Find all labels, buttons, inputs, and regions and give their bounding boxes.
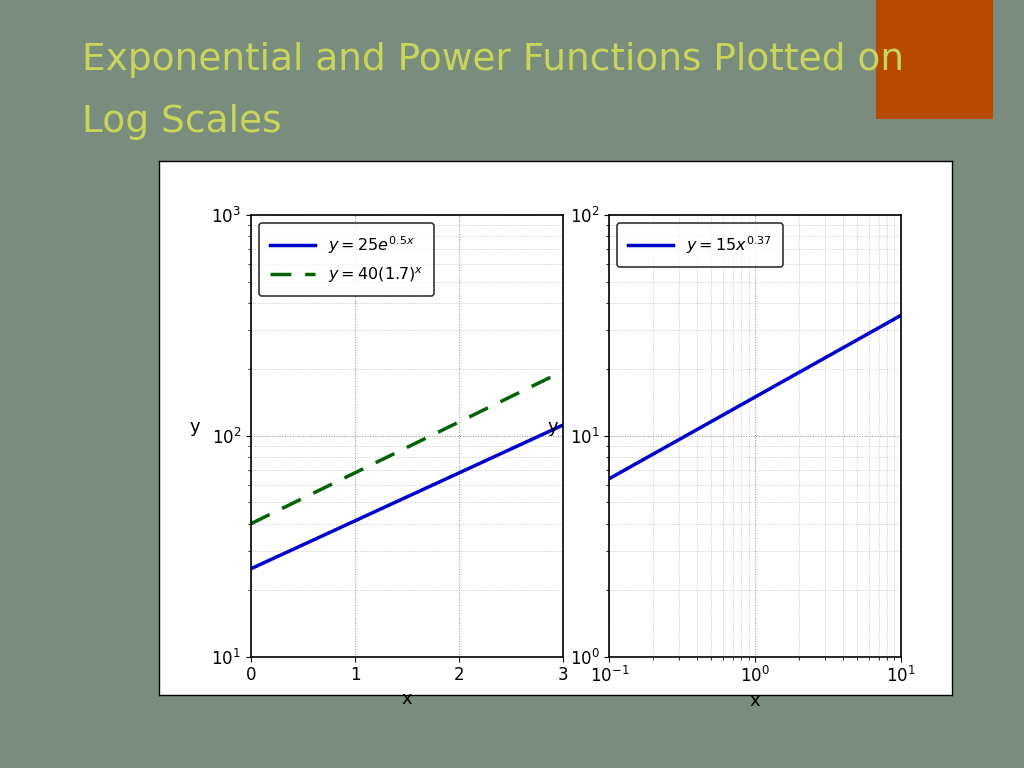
$y = 25e^{0.5x}$ [480, 456, 493, 465]
Y-axis label: y: y [189, 418, 200, 436]
$y = 15x^{0.37}$ [735, 400, 748, 409]
$y = 15x^{0.37}$ [823, 351, 836, 360]
Line: $y = 40(1.7)^{x}$: $y = 40(1.7)^{x}$ [251, 371, 563, 524]
$y = 40(1.7)^{x}$ [245, 519, 257, 528]
Y-axis label: y: y [548, 418, 558, 436]
$y = 25e^{0.5x}$ [429, 479, 441, 488]
$y = 40(1.7)^{x}$ [429, 429, 441, 439]
$y = 15x^{0.37}$ [603, 474, 615, 483]
Legend: $y = 25e^{0.5x}$, $y = 40(1.7)^{x}$: $y = 25e^{0.5x}$, $y = 40(1.7)^{x}$ [259, 223, 434, 296]
$y = 25e^{0.5x}$ [245, 564, 257, 574]
Line: $y = 15x^{0.37}$: $y = 15x^{0.37}$ [609, 315, 901, 478]
$y = 15x^{0.37}$ [678, 432, 690, 442]
$y = 15x^{0.37}$ [775, 378, 787, 387]
$y = 25e^{0.5x}$ [557, 420, 569, 429]
$y = 25e^{0.5x}$ [300, 538, 312, 548]
Text: Log Scales: Log Scales [82, 104, 282, 140]
$y = 25e^{0.5x}$ [454, 468, 466, 478]
$y = 40(1.7)^{x}$ [454, 417, 466, 426]
$y = 25e^{0.5x}$ [325, 527, 337, 536]
X-axis label: x: x [401, 690, 413, 708]
Legend: $y = 15x^{0.37}$: $y = 15x^{0.37}$ [617, 223, 783, 267]
$y = 40(1.7)^{x}$ [480, 404, 493, 413]
$y = 40(1.7)^{x}$ [300, 492, 312, 502]
$y = 25e^{0.5x}$ [386, 499, 398, 508]
$y = 40(1.7)^{x}$ [325, 480, 337, 489]
$y = 40(1.7)^{x}$ [386, 450, 398, 459]
Line: $y = 25e^{0.5x}$: $y = 25e^{0.5x}$ [251, 425, 563, 569]
Text: Exponential and Power Functions Plotted on: Exponential and Power Functions Plotted … [82, 42, 904, 78]
X-axis label: x: x [750, 692, 761, 710]
$y = 15x^{0.37}$ [895, 310, 907, 319]
$y = 40(1.7)^{x}$ [557, 366, 569, 376]
$y = 15x^{0.37}$ [798, 365, 810, 374]
$y = 15x^{0.37}$ [654, 445, 667, 455]
